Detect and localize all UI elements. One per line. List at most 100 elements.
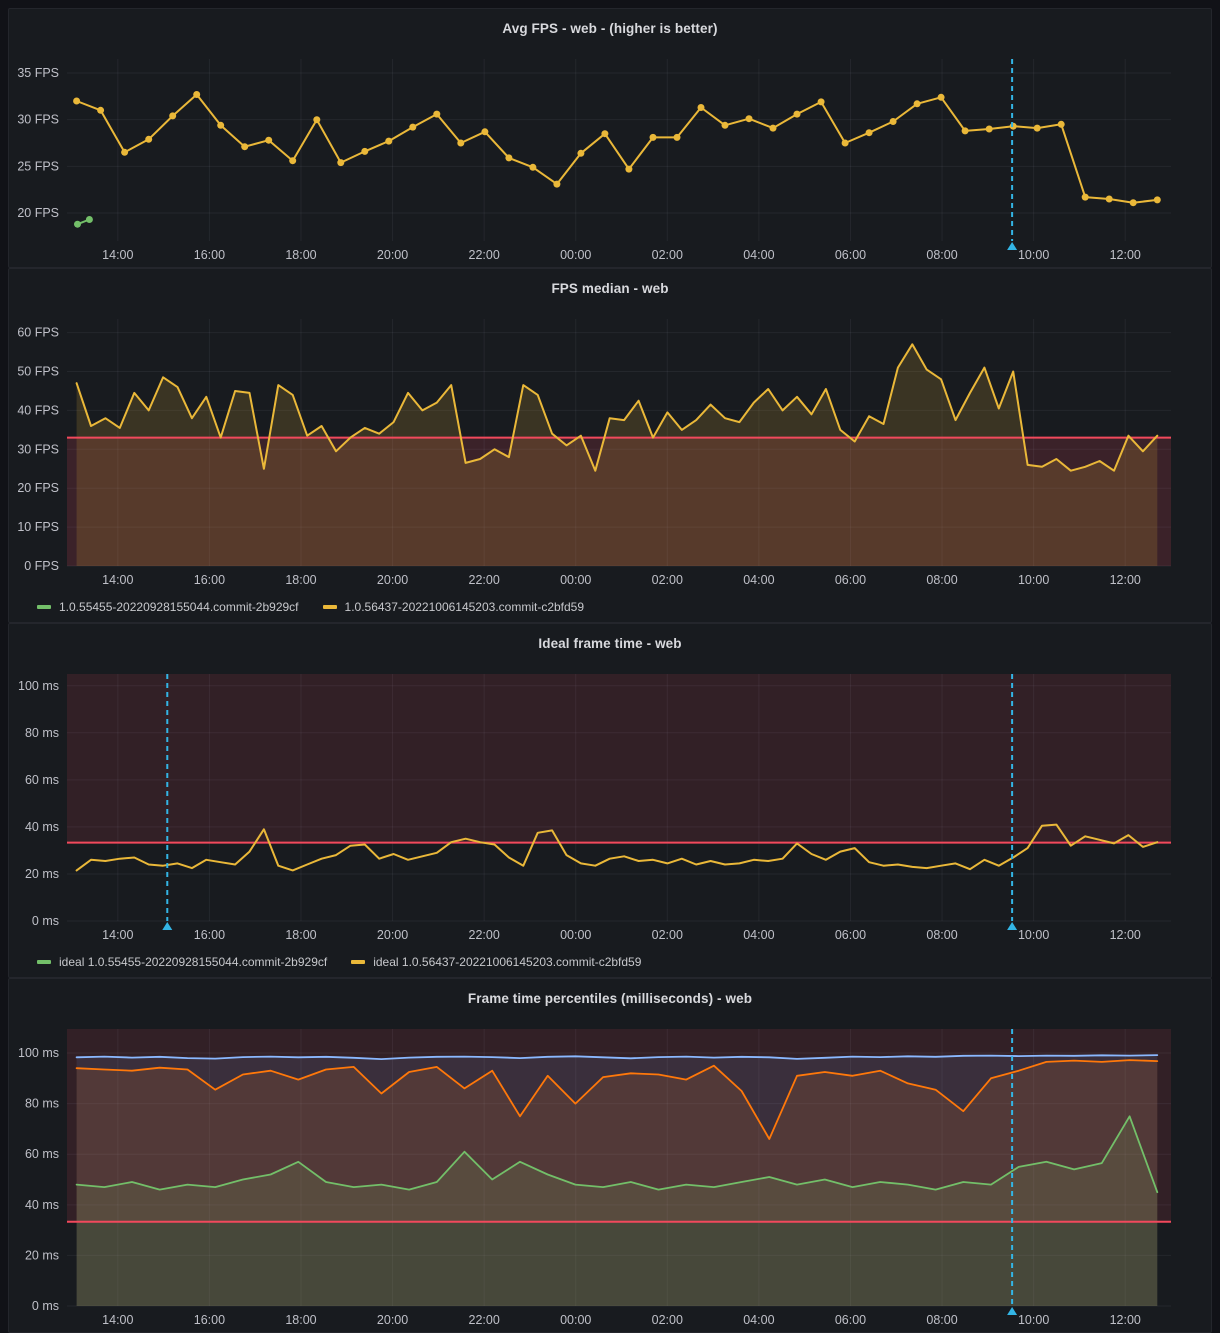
x-tick-label: 04:00 — [743, 248, 774, 262]
y-tick-label: 30 FPS — [17, 113, 59, 127]
x-tick-label: 14:00 — [102, 1313, 133, 1327]
x-tick-label: 04:00 — [743, 928, 774, 942]
x-tick-label: 10:00 — [1018, 573, 1049, 587]
x-tick-label: 12:00 — [1110, 928, 1141, 942]
gridlines — [67, 319, 1171, 567]
legend-swatch — [351, 960, 366, 964]
x-tick-label: 02:00 — [652, 1313, 683, 1327]
chart-fps-median[interactable]: 14:00 16:00 18:00 20:00 22:00 00:00 02:00 04:00… — [9, 307, 1211, 592]
gridlines — [67, 674, 1171, 922]
chart-avg-fps[interactable]: 14:00 16:00 18:00 20:00 22:00 00:00 02:00 04:00… — [9, 47, 1211, 267]
x-tick-label: 14:00 — [102, 573, 133, 587]
x-tick-label: 14:00 — [102, 928, 133, 942]
chart-canvas-avg-fps: 14:00 16:00 18:00 20:00 22:00 00:00 02:00 04:00… — [17, 59, 1171, 262]
series-line-yellow[interactable] — [75, 343, 1159, 472]
y-tick-label: 20 FPS — [17, 206, 59, 220]
panel-fps-median: FPS median - web 14:00 16:00 18:00 20:00 22:… — [8, 268, 1212, 623]
series-fill-yellow — [76, 344, 1158, 566]
panel-header: Avg FPS - web - (higher is better) — [9, 9, 1211, 47]
legend-swatch — [37, 605, 51, 609]
panel-header: Ideal frame time - web — [9, 624, 1211, 662]
x-tick-label: 20:00 — [377, 1313, 408, 1327]
x-tick-label: 10:00 — [1018, 1313, 1049, 1327]
x-tick-label: 00:00 — [560, 573, 591, 587]
dashboard-grid: Avg FPS - web - (higher is better) 14:00… — [8, 8, 1212, 1333]
x-tick-label: 02:00 — [652, 928, 683, 942]
x-tick-label: 08:00 — [926, 1313, 957, 1327]
x-tick-label: 06:00 — [835, 248, 866, 262]
y-tick-label: 80 ms — [25, 726, 59, 740]
chart-ideal-frame-time[interactable]: 14:00 16:00 18:00 20:00 22:00 00:00 02:00 04:00… — [9, 662, 1211, 947]
legend-label: ideal 1.0.56437-20221006145203.commit-c2… — [373, 955, 642, 969]
legend-item-green[interactable]: 1.0.55455-20220928155044.commit-2b929cf — [37, 600, 299, 614]
x-tick-label: 10:00 — [1018, 248, 1049, 262]
chart-canvas-fps-median: 14:00 16:00 18:00 20:00 22:00 00:00 02:00 04:00… — [17, 319, 1171, 587]
annotation-marker[interactable] — [1007, 674, 1018, 930]
x-tick-label: 16:00 — [194, 248, 225, 262]
x-tick-label: 18:00 — [285, 573, 316, 587]
panel-title-avg-fps[interactable]: Avg FPS - web - (higher is better) — [502, 20, 718, 36]
legend-fps-median: 1.0.55455-20220928155044.commit-2b929cf 1… — [9, 592, 1211, 622]
x-tick-label: 04:00 — [743, 573, 774, 587]
legend-ideal-frame-time: ideal 1.0.55455-20220928155044.commit-2b… — [9, 947, 1211, 977]
panel-header: Frame time percentiles (milliseconds) - … — [9, 979, 1211, 1017]
y-tick-label: 60 ms — [25, 773, 59, 787]
y-tick-label: 20 ms — [25, 1248, 59, 1262]
annotation-marker[interactable] — [1007, 59, 1018, 250]
panel-title-frame-time-percentiles[interactable]: Frame time percentiles (milliseconds) - … — [467, 990, 753, 1006]
chart-canvas-ideal-frame-time: 14:00 16:00 18:00 20:00 22:00 00:00 02:00 04:00… — [18, 674, 1171, 942]
chart-frame-time-percentiles[interactable]: 14:00 16:00 18:00 20:00 22:00 00:00 02:00 04:00… — [9, 1017, 1211, 1332]
x-tick-label: 22:00 — [469, 928, 500, 942]
x-tick-label: 12:00 — [1110, 573, 1141, 587]
x-tick-label: 18:00 — [285, 928, 316, 942]
x-tick-label: 04:00 — [743, 1313, 774, 1327]
y-tick-label: 100 ms — [18, 679, 59, 693]
legend-label: 1.0.56437-20221006145203.commit-c2bfd59 — [344, 600, 585, 614]
legend-label: ideal 1.0.55455-20220928155044.commit-2b… — [59, 955, 328, 969]
legend-item-yellow[interactable]: 1.0.56437-20221006145203.commit-c2bfd59 — [322, 600, 585, 614]
y-tick-label: 60 FPS — [17, 326, 59, 340]
panel-ideal-frame-time: Ideal frame time - web 14:00 16:00 18:00 20… — [8, 623, 1212, 978]
x-tick-label: 06:00 — [835, 928, 866, 942]
y-tick-label: 50 FPS — [17, 365, 59, 379]
panel-header: FPS median - web — [9, 269, 1211, 307]
x-tick-label: 00:00 — [560, 928, 591, 942]
y-tick-label: 35 FPS — [17, 66, 59, 80]
legend-item-green[interactable]: ideal 1.0.55455-20220928155044.commit-2b… — [37, 955, 327, 969]
x-tick-label: 20:00 — [377, 928, 408, 942]
legend-swatch — [37, 960, 51, 964]
y-tick-label: 0 FPS — [24, 559, 59, 573]
y-tick-label: 10 FPS — [17, 520, 59, 534]
x-tick-label: 12:00 — [1110, 1313, 1141, 1327]
x-tick-label: 20:00 — [377, 248, 408, 262]
y-tick-label: 30 FPS — [17, 442, 59, 456]
x-tick-label: 12:00 — [1110, 248, 1141, 262]
series-line-yellow[interactable] — [75, 823, 1159, 872]
panel-title-ideal-frame-time[interactable]: Ideal frame time - web — [538, 635, 682, 651]
y-tick-label: 40 ms — [25, 820, 59, 834]
x-tick-label: 00:00 — [560, 1313, 591, 1327]
series-line-orange[interactable] — [75, 1059, 1159, 1140]
y-tick-label: 20 FPS — [17, 481, 59, 495]
gridlines — [67, 59, 1171, 241]
x-tick-label: 08:00 — [926, 573, 957, 587]
series-line-green[interactable] — [75, 1115, 1159, 1194]
threshold-region — [67, 674, 1171, 843]
x-tick-label: 06:00 — [835, 1313, 866, 1327]
x-tick-label: 16:00 — [194, 573, 225, 587]
y-tick-label: 20 ms — [25, 867, 59, 881]
x-tick-label: 20:00 — [377, 573, 408, 587]
legend-item-yellow[interactable]: ideal 1.0.56437-20221006145203.commit-c2… — [351, 955, 641, 969]
panel-avg-fps: Avg FPS - web - (higher is better) 14:00… — [8, 8, 1212, 268]
annotation-marker[interactable] — [162, 674, 173, 930]
x-tick-label: 22:00 — [469, 248, 500, 262]
series-line-blue[interactable] — [75, 1054, 1159, 1060]
x-tick-label: 02:00 — [652, 573, 683, 587]
x-tick-label: 08:00 — [926, 248, 957, 262]
legend-label: 1.0.55455-20220928155044.commit-2b929cf — [59, 600, 299, 614]
series-line-yellow[interactable] — [75, 93, 1159, 204]
panel-title-fps-median[interactable]: FPS median - web — [551, 280, 669, 296]
y-tick-label: 80 ms — [25, 1097, 59, 1111]
x-tick-label: 18:00 — [285, 248, 316, 262]
x-tick-label: 14:00 — [102, 248, 133, 262]
